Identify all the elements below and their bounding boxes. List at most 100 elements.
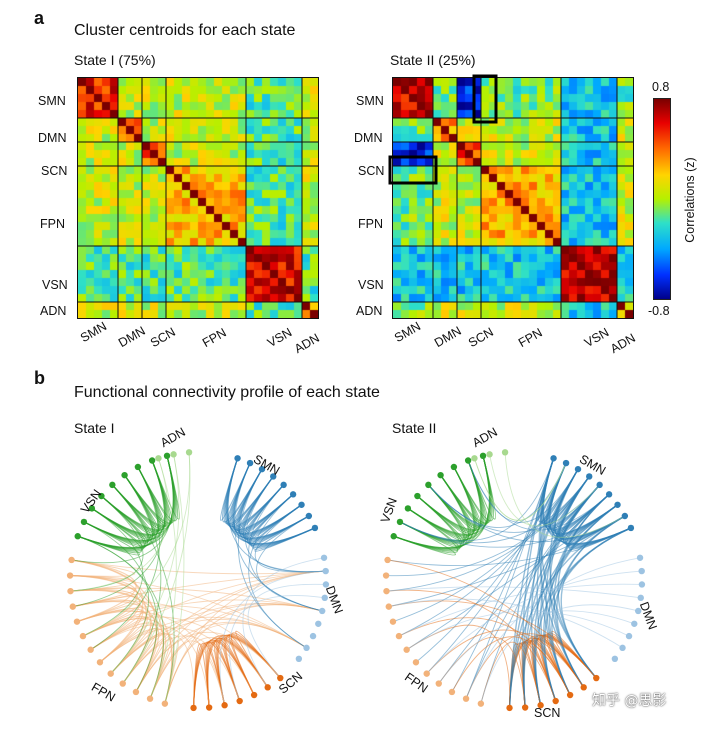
connection-edge [228, 595, 325, 702]
connection-edge [122, 635, 241, 702]
connection-edge [77, 535, 158, 693]
node-dmn [631, 620, 638, 627]
state1-col-label-vsn: VSN [265, 325, 295, 351]
connection-edge [70, 575, 307, 649]
colorbar-axis-label: Correlations (z) [683, 157, 697, 243]
node-dmn [322, 581, 330, 588]
node-adn [170, 451, 177, 458]
state1-matrix-title: State I (75%) [74, 52, 156, 68]
node-fpn [107, 670, 114, 677]
node-scn [552, 697, 559, 705]
connection-edge [254, 504, 326, 573]
node-vsn [414, 492, 421, 500]
node-fpn [146, 695, 154, 702]
node-scn [506, 704, 513, 712]
node-dmn [637, 594, 644, 602]
node-scn [190, 704, 197, 712]
node-vsn [390, 533, 397, 540]
state2-row-label-fpn: FPN [358, 217, 383, 231]
connection-edges [386, 452, 642, 708]
node-vsn [404, 505, 412, 512]
connection-edge [386, 586, 641, 599]
state2-row-label-vsn: VSN [358, 278, 384, 292]
node-fpn [395, 632, 403, 640]
node-vsn [74, 533, 81, 540]
connection-edge [256, 515, 323, 612]
node-fpn [448, 688, 456, 696]
state2-row-label-dmn: DMN [354, 131, 383, 145]
panel-b-letter: b [34, 368, 45, 388]
state2-row-label-adn: ADN [356, 304, 383, 318]
connection-edge [164, 454, 185, 704]
connection-edge [388, 598, 623, 649]
node-vsn [121, 471, 128, 479]
connection-edge [223, 636, 269, 702]
node-smn [614, 501, 621, 508]
node-vsn [425, 481, 432, 489]
node-smn [605, 491, 613, 498]
connection-edge [234, 468, 285, 530]
node-adn [501, 449, 509, 456]
connection-edge [110, 633, 195, 708]
connection-edge [438, 494, 610, 684]
node-fpn [477, 700, 485, 707]
connection-edge [149, 640, 226, 706]
connection-edge [70, 458, 169, 592]
node-dmn [611, 655, 619, 663]
node-fpn [66, 572, 74, 579]
connection-edge [248, 494, 307, 649]
connection-edge [112, 484, 175, 704]
node-vsn [80, 518, 88, 526]
node-scn [236, 697, 243, 705]
node-scn [264, 684, 271, 691]
node-fpn [69, 603, 76, 610]
state2-row-label-smn: SMN [356, 94, 384, 108]
connection-edge [72, 600, 281, 679]
state2-col-label-vsn: VSN [582, 325, 612, 351]
state2-circle-title: State II [392, 420, 437, 436]
panel-a-letter: a [34, 8, 45, 28]
node-fpn [79, 632, 87, 640]
node-vsn [109, 481, 116, 489]
connection-edge [557, 493, 610, 679]
node-fpn [389, 618, 397, 625]
node-fpn [68, 556, 75, 564]
connection-edge [70, 559, 136, 577]
connection-edge [533, 484, 601, 706]
node-scn [205, 704, 213, 711]
connection-edge [122, 452, 191, 684]
connection-edge [76, 610, 226, 706]
node-dmn [322, 567, 329, 575]
panel-a-title: Cluster centroids for each state [74, 22, 296, 39]
connection-edge [99, 627, 255, 696]
connection-edge [387, 527, 632, 566]
connection-edge [426, 570, 642, 674]
node-dmn [636, 554, 644, 561]
node-fpn [412, 659, 420, 666]
connection-edge [451, 636, 571, 696]
state1-col-label-scn: SCN [148, 324, 178, 351]
node-smn [586, 473, 593, 480]
connection-edge [399, 504, 618, 548]
state1-row-label-fpn: FPN [40, 217, 65, 231]
node-dmn [321, 594, 328, 602]
connection-edge [254, 515, 316, 552]
node-dmn [638, 581, 646, 588]
node-vsn [134, 463, 142, 471]
node-smn [596, 481, 603, 489]
node-smn [258, 465, 266, 473]
connection-edge [71, 559, 137, 623]
node-smn [562, 459, 570, 467]
node-fpn [96, 659, 104, 666]
state1-col-label-fpn: FPN [200, 325, 229, 351]
node-smn [246, 459, 254, 467]
node-dmn [318, 607, 326, 615]
connection-edge [504, 452, 626, 538]
node-fpn [383, 587, 390, 595]
state1-row-label-vsn: VSN [42, 278, 68, 292]
node-dmn [638, 567, 645, 575]
connection-edges [70, 452, 326, 708]
node-vsn [98, 492, 105, 500]
node-dmn [619, 644, 626, 652]
node-dmn [625, 632, 633, 640]
